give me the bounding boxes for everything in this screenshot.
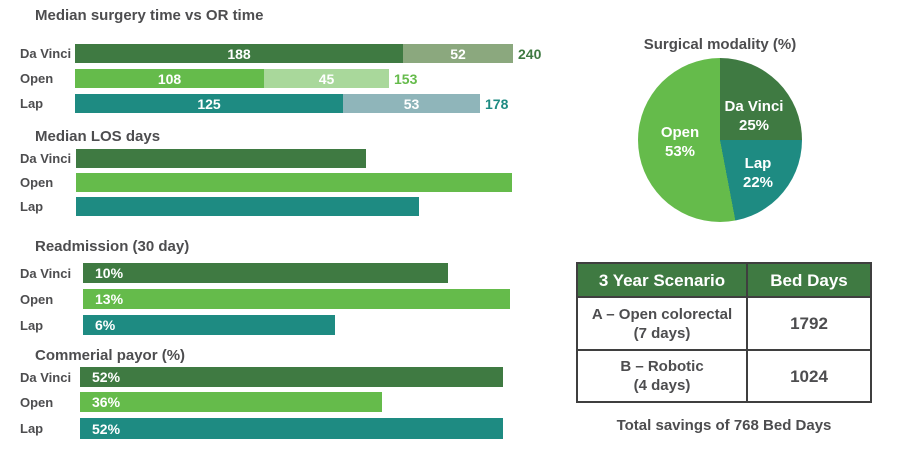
table-row: B – Robotic (4 days) 1024 — [578, 349, 870, 401]
bar-segment: 13% — [83, 289, 510, 309]
row-label-lap: Lap — [20, 421, 44, 436]
row-label-open: Open — [20, 71, 54, 86]
row-label-davinci: Da Vinci — [20, 369, 72, 385]
pie-slice-pct: 25% — [738, 117, 770, 134]
scenario-days: (7 days) — [633, 324, 691, 342]
row-label-davinci: Da Vinci — [20, 151, 72, 166]
table-header-row: 3 Year Scenario Bed Days — [578, 264, 870, 296]
bar-davinci-payor: 52% — [80, 367, 503, 387]
bar-segment-or-time: 45 — [264, 69, 389, 88]
bar-davinci-los — [76, 149, 366, 168]
bar-segment — [76, 173, 512, 192]
bar-segment-surgery: 108 — [75, 69, 264, 88]
bar-segment — [76, 197, 419, 216]
pie-slice-pct: 22% — [742, 174, 774, 191]
table-header-scenario: 3 Year Scenario — [578, 264, 748, 296]
table-header-bed-days: Bed Days — [748, 264, 870, 296]
row-label-davinci: Da Vinci — [20, 46, 72, 61]
pie-label-davinci: Da Vinci 25% — [725, 97, 784, 135]
bar-segment — [76, 149, 366, 168]
table-cell-scenario-b: B – Robotic (4 days) — [578, 351, 748, 401]
scenario-table: 3 Year Scenario Bed Days A – Open colore… — [576, 262, 872, 403]
bar-segment: 10% — [83, 263, 448, 283]
row-label-lap: Lap — [20, 96, 44, 111]
pie-chart-title: Surgical modality (%) — [643, 36, 797, 53]
pie-chart: Da Vinci 25% Lap 22% Open 53% — [638, 58, 802, 222]
pie-slice-name: Da Vinci — [724, 98, 784, 115]
table-cell-bed-days-a: 1792 — [790, 314, 828, 333]
bar-segment: 52% — [80, 367, 503, 387]
bar-segment: 6% — [83, 315, 335, 335]
bar-lap-los — [76, 197, 419, 216]
bar-total-label: 178 — [485, 95, 509, 112]
bar-segment-surgery: 188 — [75, 44, 403, 63]
bar-lap-readmission: 6% — [83, 315, 335, 335]
row-label-lap: Lap — [20, 317, 44, 333]
bar-segment-surgery: 125 — [75, 94, 343, 113]
row-label-open: Open — [20, 175, 54, 190]
row-label-davinci: Da Vinci — [20, 265, 72, 281]
bar-segment: 52% — [80, 418, 503, 439]
row-label-open: Open — [20, 394, 54, 410]
scenario-days: (4 days) — [633, 377, 691, 394]
table-cell-scenario-a: A – Open colorectal (7 days) — [578, 298, 748, 349]
bar-open-surgery: 108 45 153 — [75, 69, 417, 88]
pie-slice-name: Open — [660, 124, 700, 141]
bar-lap-surgery: 125 53 178 — [75, 94, 508, 113]
chart-payor-title: Commerial payor (%) — [35, 347, 186, 364]
pie-label-lap: Lap 22% — [743, 154, 773, 192]
chart-los-title: Median LOS days — [35, 128, 161, 145]
scenario-name: A – Open colorectal — [591, 305, 733, 323]
chart-surgery-time-title: Median surgery time vs OR time — [35, 7, 264, 24]
bar-open-los — [76, 173, 512, 192]
bar-open-readmission: 13% — [83, 289, 510, 309]
bar-total-label: 153 — [394, 70, 418, 87]
pie-label-open: Open 53% — [661, 123, 699, 161]
pie-slice-name: Lap — [744, 155, 772, 172]
table-row: A – Open colorectal (7 days) 1792 — [578, 296, 870, 349]
row-label-lap: Lap — [20, 199, 44, 214]
row-label-open: Open — [20, 291, 54, 307]
bar-segment-or-time: 53 — [343, 94, 480, 113]
table-cell-bed-days-b: 1024 — [790, 366, 828, 386]
bar-segment-or-time: 52 — [403, 44, 513, 63]
bar-lap-payor: 52% — [80, 418, 503, 439]
bar-open-payor: 36% — [80, 392, 382, 412]
scenario-name: B – Robotic — [620, 358, 704, 375]
bar-davinci-surgery: 188 52 240 — [75, 44, 541, 63]
bar-segment: 36% — [80, 392, 382, 412]
pie-slice-pct: 53% — [664, 143, 696, 160]
chart-readmission-title: Readmission (30 day) — [35, 238, 190, 255]
savings-note: Total savings of 768 Bed Days — [616, 417, 832, 434]
bar-davinci-readmission: 10% — [83, 263, 448, 283]
bar-total-label: 240 — [518, 45, 542, 62]
